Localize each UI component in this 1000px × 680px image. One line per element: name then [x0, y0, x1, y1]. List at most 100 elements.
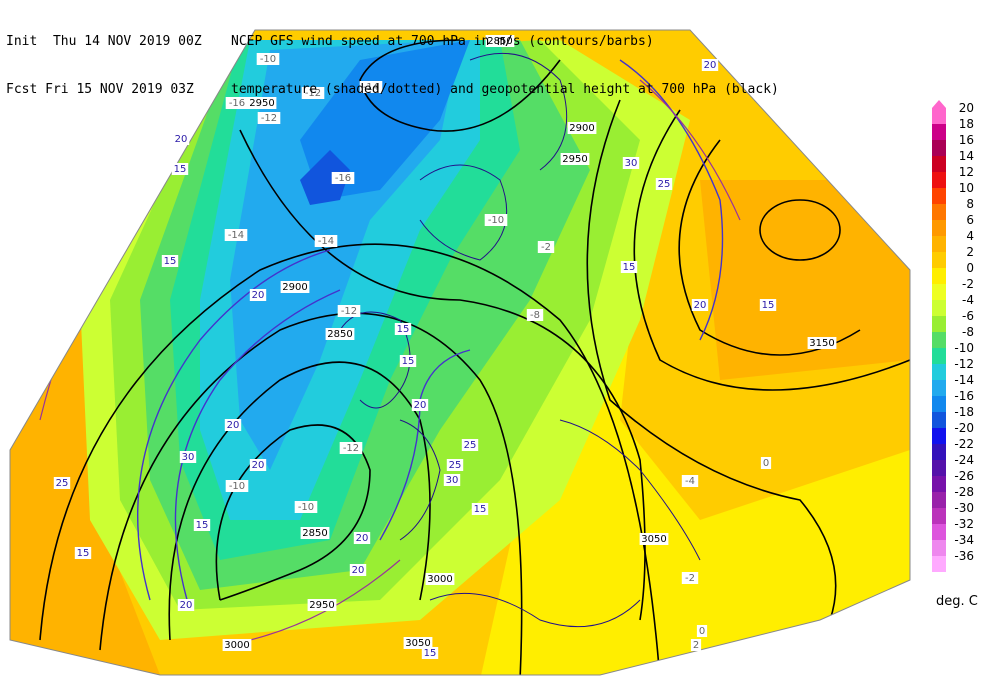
wind-contour-label: 15 — [424, 648, 437, 659]
temperature-label: -10 — [298, 502, 314, 513]
colorbar-tick-label: 6 — [966, 213, 974, 227]
init-time: Init Thu 14 NOV 2019 00Z — [6, 34, 202, 49]
height-contour-label: 2950 — [249, 98, 274, 109]
wind-contour-label: 20 — [694, 300, 707, 311]
height-contours — [39, 39, 910, 675]
height-contour-label: 2850 — [327, 329, 352, 340]
wind-contour-label-bg — [461, 439, 479, 451]
colorbar-swatch — [932, 460, 946, 476]
wind-contour-label: 20 — [252, 460, 265, 471]
colorbar-swatch — [932, 428, 946, 444]
colorbar-swatch — [932, 540, 946, 556]
height-contour-label: 2950 — [562, 154, 587, 165]
colorbar-tick-label: -20 — [954, 421, 974, 435]
temperature-label-bg — [257, 112, 281, 124]
wind-contour-label-bg — [177, 599, 195, 611]
height-contour-label: 2850 — [487, 36, 512, 47]
forecast-time: Fcst Fri 15 NOV 2019 03Z — [6, 82, 194, 97]
wind-contour-label: 15 — [474, 504, 487, 515]
wind-contour-label: 25 — [658, 179, 671, 190]
colorbar-swatch — [932, 492, 946, 508]
colorbar-swatch — [932, 252, 946, 268]
temperature-label: -2 — [541, 242, 551, 253]
temperature-label: 0 — [699, 626, 705, 637]
temperature-colorbar: 20181614121086420-2-4-6-8-10-12-14-16-18… — [932, 100, 974, 572]
height-contour-label-bg — [325, 328, 355, 340]
wind-contour-label-bg — [249, 459, 267, 471]
colorbar-swatch — [932, 444, 946, 460]
wind-contour-label-bg — [655, 178, 673, 190]
temp-field-minus18 — [300, 150, 350, 205]
wind-contour-label-bg — [701, 59, 719, 71]
wind-contour-label: 15 — [77, 548, 90, 559]
height-contour-label: 2900 — [569, 123, 594, 134]
temperature-label-bg — [526, 309, 544, 321]
temperature-label-bg — [484, 214, 508, 226]
wind-contour-label-bg — [411, 399, 429, 411]
wind-contour-label-bg — [171, 163, 189, 175]
temperature-label-bg — [314, 235, 338, 247]
wind-contour-label: 20 — [180, 600, 193, 611]
colorbar-swatch — [932, 284, 946, 300]
height-contour-label-bg — [425, 573, 455, 585]
header-line-1: Init Thu 14 NOV 2019 00Z NCEP GFS wind sp… — [6, 34, 779, 50]
colorbar-swatch — [932, 396, 946, 412]
colorbar-swatch — [932, 508, 946, 524]
colorbar-tick-label: -14 — [954, 373, 974, 387]
colorbar-swatch — [932, 556, 946, 572]
temp-field-warm-core — [700, 180, 910, 380]
temperature-label-bg — [256, 53, 280, 65]
temperature-label: -12 — [261, 113, 277, 124]
colorbar-tick-label: 16 — [959, 133, 974, 147]
temperature-label: -14 — [363, 82, 379, 93]
colorbar-swatch — [932, 316, 946, 332]
map-header: Init Thu 14 NOV 2019 00Z NCEP GFS wind sp… — [6, 2, 779, 114]
temperature-label-bg — [537, 241, 555, 253]
colorbar-tick-label: 0 — [966, 261, 974, 275]
colorbar-swatch — [932, 524, 946, 540]
wind-contour-label: 20 — [356, 533, 369, 544]
wind-contour-label-bg — [446, 459, 464, 471]
colorbar-tick-label: -10 — [954, 341, 974, 355]
wind-contour-label-bg — [249, 289, 267, 301]
temperature-label: -12 — [305, 88, 321, 99]
colorbar-units: deg. C — [936, 594, 978, 609]
height-contour-label-bg — [807, 337, 837, 349]
temperature-label: -12 — [341, 306, 357, 317]
height-contour-label: 2950 — [309, 600, 334, 611]
wind-contour-label-bg — [53, 477, 71, 489]
wind-contour-label: 15 — [402, 356, 415, 367]
height-contour-label-bg — [403, 637, 433, 649]
map-title-line-1: NCEP GFS wind speed at 700 hPa in m/s (c… — [231, 34, 654, 49]
wind-contour-label: 15 — [196, 520, 209, 531]
height-contour-label-bg — [567, 122, 597, 134]
colorbar-swatch — [932, 108, 946, 124]
colorbar-swatch — [932, 220, 946, 236]
wind-contour-label-bg — [74, 547, 92, 559]
height-contour-label-bg — [560, 153, 590, 165]
wind-contour-label: 20 — [414, 400, 427, 411]
colorbar-swatch — [932, 188, 946, 204]
temperature-label-bg — [224, 229, 248, 241]
height-contour-label: 3150 — [809, 338, 834, 349]
wind-contour-label-bg — [622, 157, 640, 169]
temperature-label: -8 — [530, 310, 540, 321]
wind-contour-label-bg — [691, 299, 709, 311]
temp-field-minus16 — [300, 40, 470, 200]
wind-contour-label: 30 — [182, 452, 195, 463]
wind-contour-label: 25 — [449, 460, 462, 471]
temperature-label-bg — [225, 97, 249, 109]
wind-contour-label: 25 — [464, 440, 477, 451]
colorbar-swatch — [932, 364, 946, 380]
wind-contour-label: 20 — [704, 60, 717, 71]
wind-contour-label: 30 — [446, 475, 459, 486]
wind-contour-label: 20 — [352, 565, 365, 576]
colorbar-tick-label: -16 — [954, 389, 974, 403]
temperature-label: -12 — [343, 443, 359, 454]
wind-contour-label-bg — [179, 451, 197, 463]
colorbar-swatch — [932, 156, 946, 172]
wind-contour-label-bg — [193, 519, 211, 531]
colorbar-tick-label: -24 — [954, 453, 974, 467]
